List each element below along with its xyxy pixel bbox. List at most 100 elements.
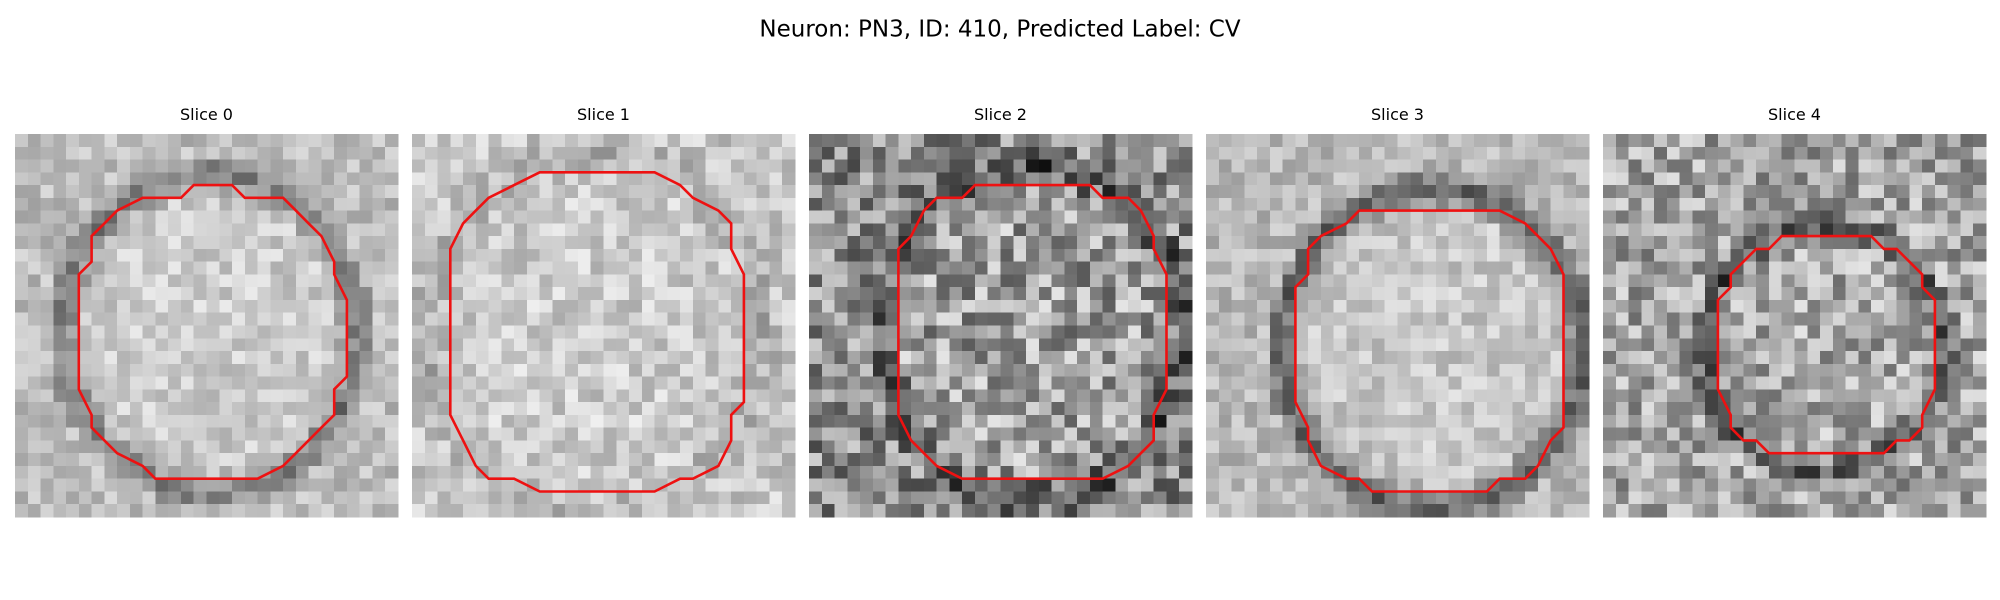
pixel [705, 185, 719, 199]
pixel [346, 299, 361, 314]
pixel [514, 287, 528, 301]
pixel [155, 312, 169, 327]
pixel [860, 236, 874, 250]
pixel [1077, 402, 1091, 416]
pixel [1820, 363, 1834, 378]
pixel [321, 402, 335, 416]
pixel [450, 363, 464, 378]
pixel [1947, 248, 1962, 263]
pixel [1153, 223, 1168, 237]
pixel [372, 504, 386, 518]
pixel [193, 159, 208, 173]
pixel [603, 299, 617, 314]
pixel [1384, 414, 1399, 429]
pixel [1371, 287, 1386, 301]
pixel [1858, 351, 1872, 365]
pixel [552, 274, 566, 288]
pixel [1359, 223, 1373, 237]
pixel [1947, 172, 1962, 186]
panel-title: Slice 4 [1768, 105, 1821, 124]
pixel [1257, 159, 1271, 173]
pixel [488, 274, 502, 288]
pixel [308, 504, 322, 518]
pixel [769, 440, 783, 454]
pixel [244, 478, 259, 493]
pixel [1384, 427, 1399, 441]
pixel [1486, 146, 1501, 161]
pixel [372, 440, 386, 454]
pixel [1166, 351, 1180, 365]
pixel [629, 338, 643, 352]
pixel [1679, 223, 1693, 237]
pixel [1115, 363, 1129, 378]
pixel [1128, 478, 1142, 493]
pixel [1435, 440, 1450, 454]
pixel [834, 146, 848, 161]
pixel [501, 274, 515, 288]
pixel [1257, 491, 1271, 505]
pixel [705, 414, 719, 429]
pixel [346, 363, 361, 378]
pixel [1000, 134, 1014, 148]
pixel [1973, 146, 1987, 161]
pixel [1231, 146, 1245, 161]
pixel [565, 440, 579, 454]
pixel [1679, 351, 1693, 365]
pixel [667, 338, 681, 352]
pixel [514, 223, 528, 237]
pixel [1128, 440, 1142, 454]
pixel [1768, 427, 1783, 441]
pixel [15, 197, 29, 212]
pixel [603, 478, 617, 493]
pixel [1026, 453, 1040, 467]
pixel [372, 402, 386, 416]
pixel [1922, 172, 1936, 186]
pixel [1947, 312, 1962, 327]
pixel [821, 299, 836, 314]
pixel [1934, 248, 1949, 263]
pixel [654, 414, 668, 429]
pixel [219, 440, 233, 454]
pixel [1064, 363, 1078, 378]
pixel [834, 236, 848, 250]
pixel [1038, 478, 1053, 493]
pixel [1179, 134, 1193, 148]
pixel [590, 389, 605, 403]
pixel [1717, 197, 1732, 212]
pixel [40, 338, 54, 352]
pixel [450, 338, 464, 352]
pixel [860, 261, 874, 276]
pixel [526, 197, 541, 212]
pixel [385, 159, 399, 173]
pixel [1140, 453, 1155, 467]
pixel [450, 134, 464, 148]
pixel [514, 338, 528, 352]
pixel [1282, 185, 1296, 199]
pixel [219, 389, 233, 403]
pixel [1038, 312, 1053, 327]
pixel [463, 414, 477, 429]
pixel [1781, 414, 1796, 429]
pixel [629, 134, 643, 148]
pixel [1807, 248, 1821, 263]
pixel [1179, 210, 1193, 224]
pixel [667, 274, 681, 288]
pixel [705, 402, 719, 416]
pixel [1371, 185, 1386, 199]
pixel [53, 414, 67, 429]
pixel [885, 325, 899, 339]
pixel [1820, 402, 1834, 416]
pixel [488, 312, 502, 327]
pixel [385, 185, 399, 199]
pixel [1947, 376, 1962, 390]
contour [448, 171, 746, 493]
pixel [1000, 185, 1014, 199]
pixel [860, 440, 874, 454]
pixel [475, 363, 490, 378]
pixel [372, 274, 386, 288]
pixel [321, 453, 335, 467]
pixel [731, 504, 745, 518]
pixel [1486, 299, 1501, 314]
pixel [1461, 210, 1475, 224]
pixel [1013, 427, 1027, 441]
